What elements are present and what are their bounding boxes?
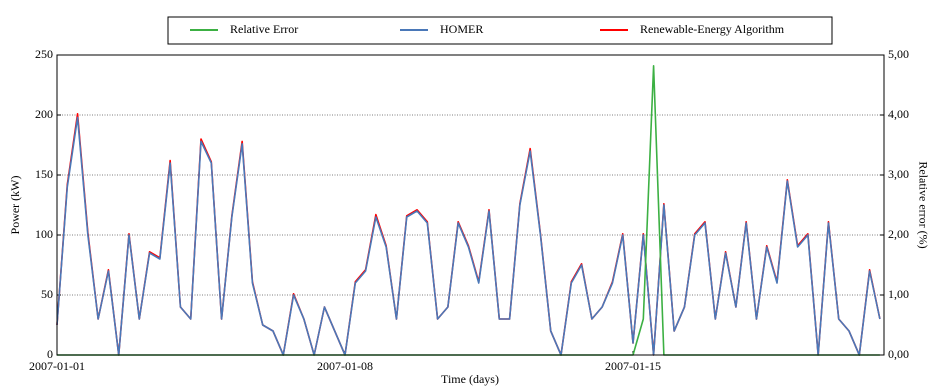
x-tick-label: 2007-01-15 (605, 359, 661, 373)
legend-label: HOMER (440, 22, 483, 36)
x-tick-label: 2007-01-08 (317, 359, 373, 373)
y-tick-label: 100 (35, 227, 53, 241)
y2-tick-label: 1,00 (888, 287, 909, 301)
legend-box (167, 16, 833, 45)
legend-label: Renewable-Energy Algorithm (640, 22, 785, 36)
y2-axis-label: Relative error (%) (916, 161, 930, 248)
y2-tick-label: 3,00 (888, 167, 909, 181)
y2-tick-label: 0,00 (888, 347, 909, 361)
y-tick-label: 0 (47, 347, 53, 361)
y-tick-label: 50 (41, 287, 53, 301)
x-axis-label: Time (days) (441, 372, 499, 386)
series-line (56, 116, 881, 356)
y-axis-label: Power (kW) (8, 176, 22, 235)
y2-tick-label: 4,00 (888, 107, 909, 121)
y2-tick-label: 2,00 (888, 227, 909, 241)
y2-tick-label: 5,00 (888, 47, 909, 61)
plot-frame (56, 54, 885, 356)
legend-label: Relative Error (230, 22, 298, 36)
y-tick-label: 250 (35, 47, 53, 61)
y-tick-label: 200 (35, 107, 53, 121)
y-tick-label: 150 (35, 167, 53, 181)
x-tick-label: 2007-01-01 (29, 359, 85, 373)
